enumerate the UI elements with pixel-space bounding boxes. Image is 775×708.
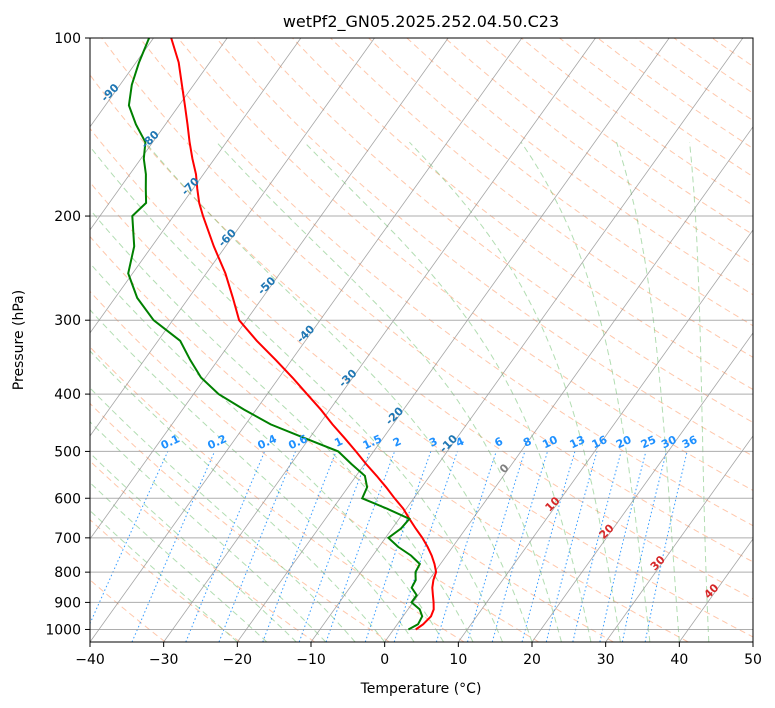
x-axis-label: Temperature (°C) <box>360 681 482 697</box>
y-tick-label: 200 <box>54 209 81 225</box>
y-tick-label: 400 <box>54 387 81 403</box>
mixing-ratio-label: 20 <box>614 433 634 451</box>
temperature-profile-line <box>170 38 438 631</box>
mixing-ratio-line <box>521 451 576 642</box>
mixing-ratio-line <box>90 451 169 625</box>
mixing-ratio-line <box>185 451 266 642</box>
mixing-ratio-line <box>545 451 598 642</box>
x-tick-label: −20 <box>223 652 253 668</box>
mixing-ratio-label: 30 <box>659 433 679 451</box>
x-tick-label: 0 <box>380 652 389 668</box>
mixing-ratio-label: 16 <box>590 433 610 451</box>
y-axis-label: Pressure (hPa) <box>11 290 27 390</box>
mixing-ratio-line <box>364 451 432 642</box>
dry-adiabat-line <box>253 38 753 424</box>
dry-adiabat-line <box>90 402 390 642</box>
mixing-ratio-line <box>218 451 296 642</box>
isotherm-line <box>531 332 753 642</box>
x-tick-label: −40 <box>75 652 105 668</box>
chart-title: wetPf2_GN05.2025.252.04.50.C23 <box>283 12 559 32</box>
dry-adiabat-line <box>90 127 753 638</box>
y-tick-label: 1000 <box>45 622 81 638</box>
mixing-ratio-label: 10 <box>540 433 560 451</box>
isotherm-line <box>679 538 753 642</box>
dry-adiabat-line <box>90 290 540 642</box>
y-tick-label: 900 <box>54 595 81 611</box>
mixing-ratio-line <box>325 451 396 642</box>
y-tick-label: 800 <box>54 565 81 581</box>
y-tick-label: 100 <box>54 31 81 47</box>
dry-adiabat-line <box>90 181 689 642</box>
isotherm-line <box>90 38 375 437</box>
x-tick-label: 30 <box>597 652 615 668</box>
isotherm-line <box>310 38 744 642</box>
plot-frame <box>89 37 754 643</box>
mixing-ratio-line <box>262 451 337 642</box>
isotherm-line <box>605 435 753 642</box>
mixing-ratio-label: 36 <box>680 433 700 451</box>
mixing-ratio-label: 25 <box>639 433 658 451</box>
dry-adiabat-line <box>101 38 753 563</box>
x-tick-label: 40 <box>670 652 688 668</box>
mixing-ratio-line <box>467 451 526 642</box>
dry-adiabat-line <box>90 74 753 600</box>
x-tick-label: 10 <box>449 652 467 668</box>
isotherm-line <box>90 38 302 334</box>
dry-adiabat-line <box>330 38 753 358</box>
isotherm-line <box>237 38 670 642</box>
x-tick-label: 50 <box>744 652 762 668</box>
isotherm-line <box>90 38 449 540</box>
mixing-ratio-line <box>599 451 647 642</box>
isotherm-line <box>458 229 753 642</box>
profile-lines <box>127 38 438 631</box>
y-tick-label: 300 <box>54 313 81 329</box>
y-tick-label: 600 <box>54 491 81 507</box>
axes: −40 −30 −20 −10 0 10 20 30 40 50 100 200 300 400 500 60… <box>45 31 762 668</box>
mixing-ratio-line <box>572 451 622 642</box>
isotherm-line <box>384 126 753 642</box>
dry-adiabat-line <box>90 460 315 642</box>
dry-adiabat-line <box>139 38 753 527</box>
isotherm-line <box>90 38 523 642</box>
x-tick-label: −30 <box>149 652 179 668</box>
dry-adiabat-line <box>292 38 753 391</box>
y-tick-label: 700 <box>54 531 81 547</box>
dry-adiabat-line <box>177 38 753 492</box>
mixing-ratio-label: 13 <box>568 433 587 451</box>
isotherm-line <box>90 38 228 231</box>
x-tick-label: 20 <box>523 652 541 668</box>
dewpoint-profile-line <box>127 38 424 631</box>
y-tick-label: 500 <box>54 444 81 460</box>
mixing-ratio-line <box>298 451 371 642</box>
mixing-ratio-line <box>435 451 497 642</box>
x-tick-label: −10 <box>296 652 326 668</box>
background-grid <box>90 38 753 642</box>
isotherm-line <box>163 38 596 642</box>
